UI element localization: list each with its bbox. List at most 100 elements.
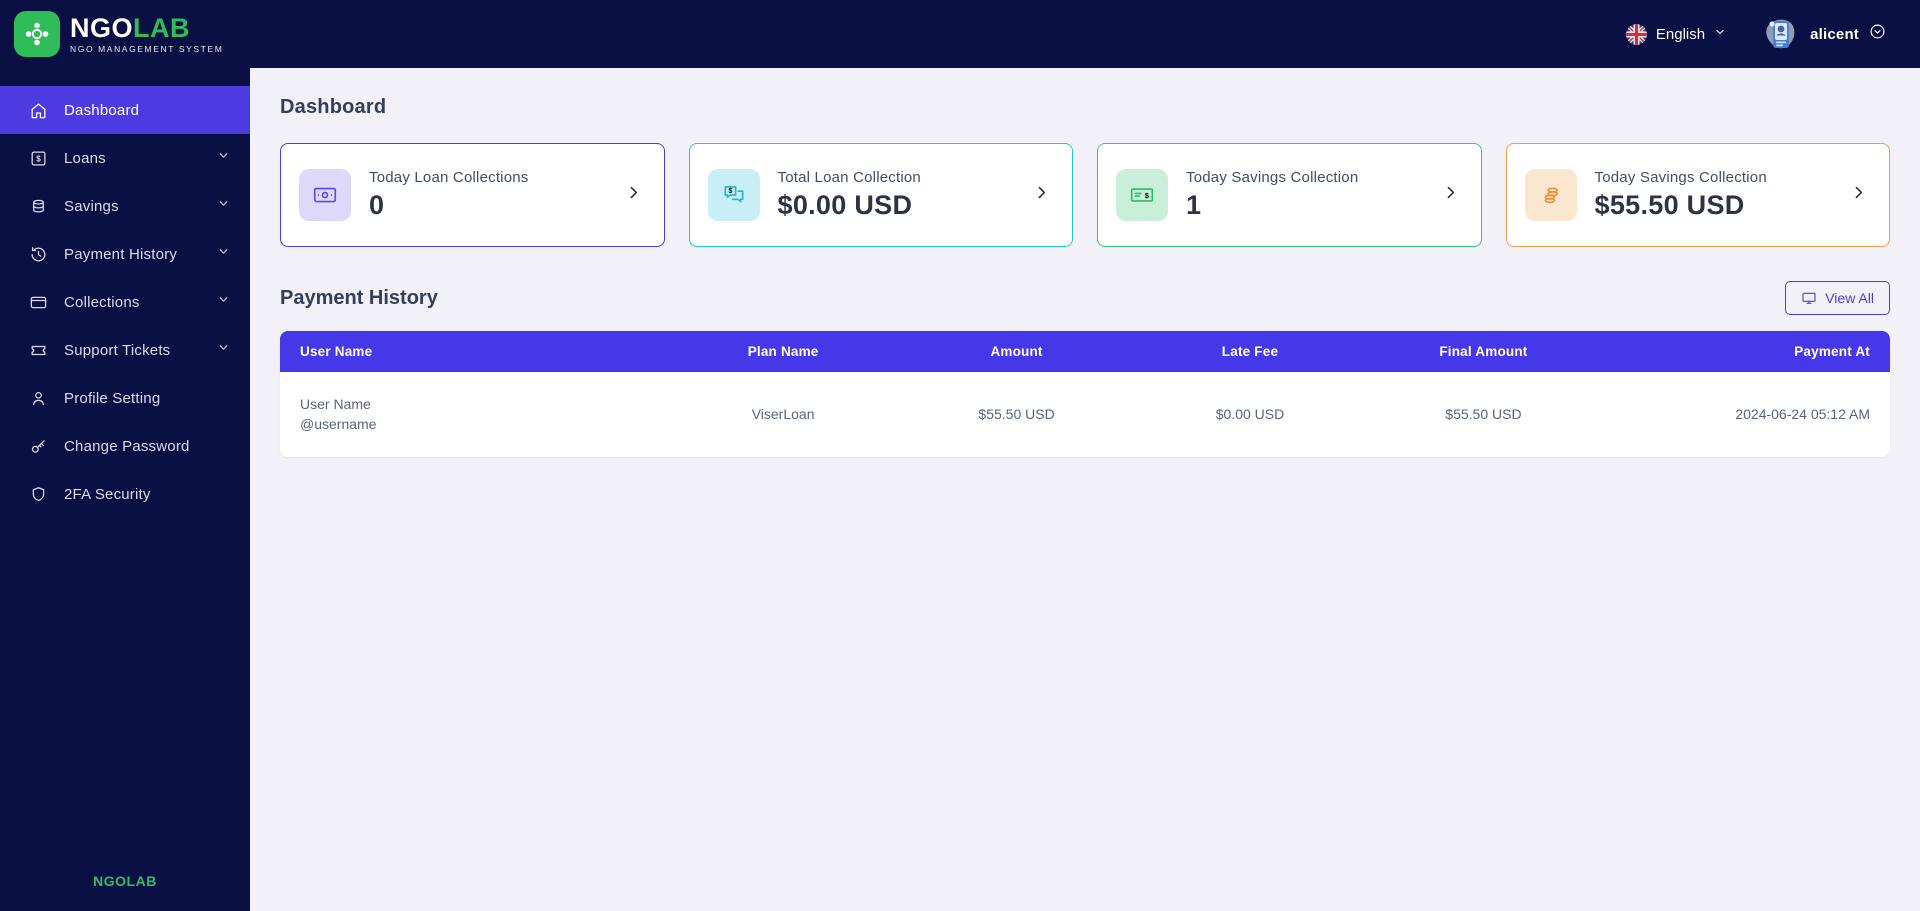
brand-logo[interactable]: NGOLAB NGO MANAGEMENT SYSTEM — [0, 0, 250, 68]
stat-card-value: $55.50 USD — [1594, 190, 1745, 220]
cell-payment-at: 2024-06-24 05:12 AM — [1600, 372, 1890, 457]
stat-card-value: 0 — [369, 190, 385, 220]
clock-history-icon — [28, 244, 48, 264]
table-header: User Name Plan Name Amount Late Fee Fina… — [280, 331, 1890, 372]
language-selector[interactable]: English — [1625, 23, 1726, 45]
stat-card-label: Total Loan Collection — [777, 169, 921, 186]
home-icon — [28, 100, 48, 120]
stat-card-body: Today Savings Collection $55.50 USD — [1595, 169, 1833, 221]
sidebar-item-label: Change Password — [64, 437, 190, 455]
sidebar-item-loans[interactable]: $ Loans — [0, 134, 250, 182]
stat-card-today-savings-collection-count[interactable]: $ Today Savings Collection 1 — [1097, 143, 1482, 247]
stat-card-label: Today Savings Collection — [1594, 169, 1767, 186]
language-label: English — [1655, 25, 1706, 43]
sidebar-item-profile-setting[interactable]: Profile Setting — [0, 374, 250, 422]
chevron-right-icon — [625, 184, 642, 206]
brand-name-primary: NGO — [70, 12, 134, 43]
column-header-user-name: User Name — [280, 331, 667, 372]
svg-text:$: $ — [728, 188, 732, 195]
stat-card-value: 1 — [1186, 190, 1202, 220]
monitor-icon — [1801, 290, 1817, 306]
stat-card-today-savings-collection-amount[interactable]: Today Savings Collection $55.50 USD — [1505, 143, 1890, 247]
sidebar-item-label: Payment History — [64, 245, 178, 263]
sidebar-item-collections[interactable]: Collections — [0, 278, 250, 326]
sidebar-item-label: Savings — [64, 197, 119, 215]
chevron-right-icon — [1033, 184, 1050, 206]
chevron-down-icon — [217, 341, 230, 359]
view-all-button[interactable]: View All — [1785, 281, 1890, 315]
chevron-down-icon — [217, 149, 230, 167]
cell-user: User Name @username — [280, 372, 667, 457]
sidebar-item-label: Collections — [64, 293, 140, 311]
brand-text: NGOLAB NGO MANAGEMENT SYSTEM — [70, 12, 223, 54]
user-avatar — [1760, 14, 1800, 54]
chevron-down-icon — [217, 245, 230, 263]
sidebar-item-payment-history[interactable]: Payment History — [0, 230, 250, 278]
sidebar-item-label: Support Tickets — [64, 341, 171, 359]
sidebar-item-support-tickets[interactable]: Support Tickets — [0, 326, 250, 374]
stat-card-label: Today Loan Collections — [369, 169, 529, 186]
coins-icon — [28, 196, 48, 216]
stat-card-value: $0.00 USD — [777, 190, 913, 220]
money-check-icon: $ — [1116, 169, 1168, 221]
payment-history-table: User Name Plan Name Amount Late Fee Fina… — [280, 331, 1890, 457]
view-all-label: View All — [1825, 290, 1874, 306]
page-title: Dashboard — [280, 96, 387, 118]
sidebar-item-label: Profile Setting — [64, 389, 161, 407]
sidebar-item-label: Loans — [64, 149, 106, 167]
cell-plan-name: ViserLoan — [666, 372, 900, 457]
table-row: User Name @username ViserLoan $55.50 USD… — [280, 372, 1890, 457]
payment-history-title: Payment History — [280, 286, 438, 309]
brand-logo-icon — [14, 11, 60, 57]
sidebar-item-savings[interactable]: Savings — [0, 182, 250, 230]
cell-amount: $55.50 USD — [899, 372, 1134, 457]
stat-card-today-loan-collections[interactable]: Today Loan Collections 0 — [280, 143, 665, 247]
topbar: English alicent — [250, 0, 1920, 68]
money-bill-icon — [299, 169, 351, 221]
sidebar: NGOLAB NGO MANAGEMENT SYSTEM Dashboard $… — [0, 0, 250, 911]
stat-card-body: Today Loan Collections 0 — [369, 169, 607, 221]
chevron-down-icon — [217, 293, 230, 311]
coins-stack-icon — [1524, 169, 1577, 221]
cell-user-handle: @username — [300, 416, 377, 433]
sidebar-item-dashboard[interactable]: Dashboard — [0, 86, 250, 134]
svg-text:$: $ — [1145, 191, 1150, 200]
payment-history-header: Payment History View All — [280, 281, 1890, 315]
svg-text:$: $ — [36, 154, 41, 163]
cell-user-name: User Name — [300, 396, 371, 412]
column-header-amount: Amount — [899, 331, 1134, 372]
cell-late-fee: $0.00 USD — [1133, 372, 1367, 457]
cell-final-amount: $55.50 USD — [1366, 372, 1601, 457]
chevron-down-icon — [217, 197, 230, 215]
sidebar-nav: Dashboard $ Loans Savings P — [0, 86, 250, 855]
user-menu[interactable]: alicent — [1760, 14, 1886, 54]
comments-dollar-icon: $ — [707, 169, 760, 221]
loan-dollar-icon: $ — [28, 148, 48, 168]
sidebar-item-2fa-security[interactable]: 2FA Security — [0, 470, 250, 518]
stat-card-label: Today Savings Collection — [1186, 169, 1359, 186]
user-icon — [28, 388, 48, 408]
uk-flag-icon — [1625, 23, 1647, 45]
stat-card-body: Total Loan Collection $0.00 USD — [778, 169, 1016, 221]
column-header-plan-name: Plan Name — [666, 331, 900, 372]
content-area: Dashboard Today Loan Collections 0 $ — [250, 68, 1920, 911]
sidebar-footer-brand: NGOLAB — [93, 873, 157, 889]
sidebar-item-change-password[interactable]: Change Password — [0, 422, 250, 470]
stat-card-total-loan-collection[interactable]: $ Total Loan Collection $0.00 USD — [688, 143, 1073, 247]
username-label: alicent — [1810, 25, 1859, 43]
ticket-icon — [28, 340, 48, 360]
main-column: English alicent — [250, 0, 1920, 911]
shield-icon — [28, 484, 48, 504]
column-header-payment-at: Payment At — [1600, 331, 1890, 372]
chevron-right-icon — [1850, 184, 1867, 206]
sidebar-item-label: Dashboard — [64, 101, 140, 119]
people-circle-icon — [25, 22, 49, 46]
chevron-circle-down-icon — [1869, 23, 1886, 45]
stat-cards-row: Today Loan Collections 0 $ Total Loan Co… — [280, 143, 1890, 247]
credit-card-icon — [28, 292, 48, 312]
column-header-late-fee: Late Fee — [1133, 331, 1367, 372]
key-icon — [28, 436, 48, 456]
stat-card-body: Today Savings Collection 1 — [1186, 169, 1424, 221]
column-header-final-amount: Final Amount — [1366, 331, 1601, 372]
